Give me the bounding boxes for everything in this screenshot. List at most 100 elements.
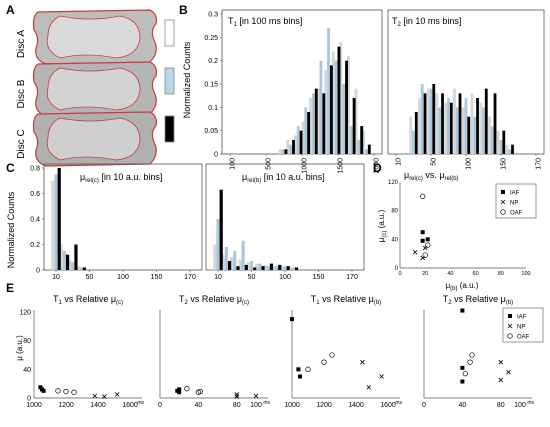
bar-disc-a — [339, 42, 343, 154]
legend-label: IAF — [517, 315, 527, 321]
x-tick-label: 1600 — [122, 402, 138, 409]
bar-disc-c — [423, 93, 427, 154]
bar-disc-b — [342, 84, 346, 154]
point-np — [498, 359, 504, 365]
bar-disc-b — [62, 250, 66, 271]
bar-disc-c — [269, 263, 274, 271]
legend-marker-iaf — [501, 190, 505, 194]
bar-disc-b — [334, 60, 338, 154]
x-tick-label: 150 — [501, 158, 508, 170]
bar-disc-b — [79, 267, 83, 270]
bar-disc-a — [229, 257, 234, 270]
y-tick-label: 0.3 — [208, 12, 218, 19]
panel-b-ylabel: Normalized Counts — [182, 41, 192, 118]
panel-b-left-title: T1 [in 100 ms bins] — [228, 16, 302, 28]
bar-disc-b — [296, 126, 300, 154]
bar-disc-a — [246, 262, 250, 270]
point-iaf — [420, 230, 425, 235]
bar-disc-c — [367, 144, 371, 154]
bar-disc-c — [292, 140, 295, 154]
bar-disc-b — [464, 98, 468, 154]
panel-d-title: μrel(c) vs. μrel(b) — [404, 170, 459, 182]
panel-d-ylabel: μ(c) (a.u.) — [377, 209, 388, 242]
bar-disc-b — [447, 98, 450, 154]
point-iaf — [40, 387, 44, 392]
x-tick-label: 100 — [279, 274, 291, 281]
bar-disc-a — [51, 180, 55, 270]
disc-c-swatch — [164, 115, 175, 143]
legend-box — [502, 307, 544, 343]
bar-disc-b — [281, 149, 285, 154]
bar-disc-c — [284, 149, 288, 154]
bar-disc-a — [496, 130, 500, 154]
panel-a-discs: Disc A Disc B Disc C — [16, 9, 175, 167]
y-tick-label: 80 — [391, 209, 398, 215]
panel-d-axes: 0 20 40 60 80 100 0 40 80 120 — [388, 180, 531, 277]
disc-b-image — [32, 61, 157, 117]
x-tick-label: 100 — [117, 274, 129, 281]
point-np — [506, 369, 511, 375]
x-tick-label: 50 — [86, 274, 94, 281]
x-tick-label: 80 — [497, 402, 505, 409]
bar-disc-c — [329, 65, 333, 154]
bar-disc-b — [311, 93, 315, 154]
bar-disc-a — [67, 259, 72, 270]
x-tick-label: 100 — [466, 158, 473, 170]
point-oaf — [469, 352, 475, 358]
point-iaf — [460, 308, 465, 313]
y-tick-label: 120 — [388, 180, 399, 186]
bar-disc-a — [59, 244, 63, 270]
x-tick-label: 0 — [158, 402, 162, 409]
point-np — [234, 392, 240, 397]
bar-disc-c — [82, 267, 86, 270]
point-oaf — [462, 370, 468, 377]
x-tick-label: 170 — [184, 274, 196, 281]
bar-disc-b — [327, 28, 330, 154]
x-tick-label: 1500 — [338, 158, 345, 174]
bar-disc-a — [213, 244, 217, 270]
point-oaf — [197, 388, 203, 395]
x-tick-label: 100 — [521, 271, 530, 277]
panel-e-plot-4: T2 vs Relative μ(b) 0 40 80 100 ms — [422, 294, 534, 409]
bar-disc-a — [301, 121, 305, 154]
y-tick-label: 0.8 — [30, 166, 40, 173]
point-np — [234, 394, 240, 399]
panel-d-legend: IAF NP OAF — [495, 183, 537, 219]
bar-disc-a — [354, 88, 358, 154]
x-tick-label: 1000 — [26, 402, 42, 409]
bar-disc-c — [502, 130, 506, 154]
x-tick-label: 60 — [473, 271, 479, 277]
bar-disc-b — [71, 262, 75, 270]
panel-e-legend: IAF NP OAF — [502, 307, 544, 343]
bar-disc-b — [224, 247, 228, 270]
bar-disc-b — [455, 107, 459, 154]
legend-marker-np — [507, 323, 513, 329]
x-tick-label: 80 — [498, 271, 504, 277]
point-oaf — [425, 242, 431, 248]
point-oaf — [305, 366, 311, 372]
panel-c-ylabel: Normalized Counts — [6, 191, 16, 268]
x-tick-label: 150 — [151, 274, 163, 281]
point-np — [498, 377, 504, 383]
bar-disc-b — [482, 107, 485, 154]
point-np — [92, 393, 98, 399]
legend-label: IAF — [510, 191, 520, 197]
bar-disc-c — [414, 112, 418, 154]
point-np — [114, 392, 120, 397]
bar-disc-a — [271, 266, 276, 270]
bar-disc-c — [441, 93, 444, 154]
x-tick-label: 50 — [248, 274, 256, 281]
panel-letter-d: D — [373, 161, 382, 175]
bar-disc-a — [263, 264, 267, 270]
x-unit-label: ms — [263, 400, 270, 406]
panel-letter-e: E — [6, 281, 14, 295]
panel-e-plot-1: T1 vs Relative μ(c) 1000 1200 1400 1600 ms 0 40… — [19, 294, 144, 409]
point-np — [360, 359, 365, 365]
panel-letter-b: B — [179, 3, 188, 17]
bar-disc-c — [484, 88, 488, 154]
point-np — [422, 245, 428, 251]
bar-disc-b — [438, 107, 442, 154]
disc-b-label: Disc B — [16, 79, 27, 108]
panel-c-left-bars — [51, 168, 86, 271]
